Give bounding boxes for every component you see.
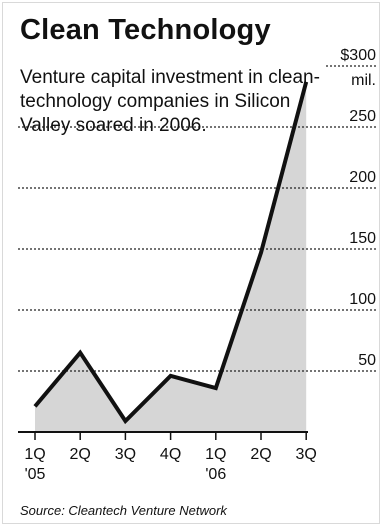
y-tick-label-150: 150 <box>349 230 376 247</box>
y-tick-label-250: 250 <box>349 108 376 125</box>
x-tick-label-5: 2Q <box>250 446 271 463</box>
y-tick-label-300: $300 <box>340 47 376 64</box>
y-tick-label-100: 100 <box>349 291 376 308</box>
x-year-label-0: '05 <box>25 466 46 483</box>
y-tick-label-200: 200 <box>349 169 376 186</box>
chart-subtitle: Venture capital investment in clean-tech… <box>20 67 320 136</box>
x-tick-label-2: 3Q <box>115 446 136 463</box>
x-tick-label-1: 2Q <box>70 446 91 463</box>
chart-title: Clean Technology <box>20 14 271 46</box>
x-tick-label-6: 3Q <box>296 446 317 463</box>
x-tick-label-3: 4Q <box>160 446 181 463</box>
x-tick-label-4: 1Q <box>205 446 226 463</box>
x-tick-label-0: 1Q <box>24 446 45 463</box>
area-fill <box>35 81 307 433</box>
x-year-label-4: '06 <box>205 466 226 483</box>
y-unit-label: mil. <box>351 72 376 89</box>
y-tick-label-50: 50 <box>358 352 376 369</box>
chart-source: Source: Cleantech Venture Network <box>20 503 227 518</box>
